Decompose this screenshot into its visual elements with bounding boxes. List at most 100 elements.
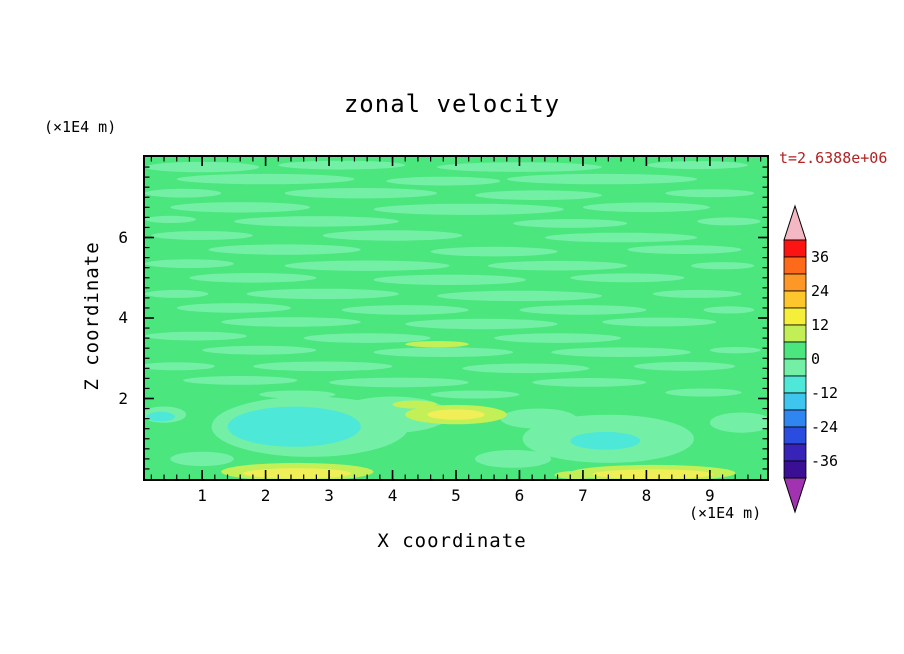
x-tick-label: 6 (514, 486, 525, 505)
contour-feature (437, 162, 602, 172)
contour-feature (532, 378, 647, 387)
contour-feature (145, 289, 209, 298)
contour-feature (373, 274, 526, 285)
contour-feature (475, 190, 602, 200)
axis-ticks (145, 157, 767, 479)
colorbar-segment (783, 426, 807, 445)
contour-field (145, 157, 767, 479)
colorbar-tick-label: 0 (811, 350, 821, 368)
colorbar-segment (783, 392, 807, 411)
contour-feature (494, 333, 622, 343)
contour-feature (176, 303, 291, 313)
x-axis-units-label: (×1E4 m) (689, 504, 762, 522)
contour-feature (170, 202, 310, 213)
contour-feature (303, 333, 431, 343)
contour-feature (208, 244, 361, 255)
contour-feature (554, 471, 599, 479)
contour-feature (709, 347, 761, 354)
contour-feature (341, 305, 469, 315)
contour-feature (475, 450, 552, 468)
contour-feature (145, 362, 215, 371)
contour-feature (437, 290, 602, 302)
contour-feature (284, 260, 450, 271)
contour-feature (570, 273, 685, 283)
contour-feature (170, 451, 234, 467)
y-tick-label: 4 (118, 308, 128, 327)
contour-feature (627, 245, 742, 254)
x-axis-title: X coordinate (377, 530, 527, 552)
colorbar-segment (783, 358, 807, 377)
colorbar-arrow-bottom (783, 477, 807, 514)
contour-feature (386, 176, 501, 186)
contour-feature (284, 188, 437, 199)
y-tick-label: 2 (118, 388, 128, 408)
contour-feature (570, 431, 641, 450)
contour-feature (145, 259, 234, 269)
y-axis-units-label: (×1E4 m) (44, 118, 117, 136)
contour-feature (189, 273, 317, 283)
contour-feature (652, 289, 742, 298)
x-tick-label: 5 (451, 486, 461, 505)
colorbar-tick-label: -36 (811, 452, 839, 470)
colorbar-segment (783, 460, 807, 479)
contour-feature (392, 400, 437, 409)
colorbar-segment (783, 324, 807, 343)
contour-feature (487, 260, 628, 271)
contour-feature (430, 246, 558, 257)
contour-feature (462, 363, 590, 374)
contour-feature (278, 160, 406, 170)
contour-feature (322, 230, 463, 241)
y-tick-label: 6 (118, 227, 128, 247)
time-annotation: t=2.6388e+06 (779, 149, 888, 167)
colorbar-segment (783, 341, 807, 360)
contour-feature (690, 262, 755, 270)
contour-feature (519, 305, 647, 315)
contour-feature (259, 390, 336, 399)
contour-feature (602, 317, 717, 327)
contour-feature (246, 288, 399, 300)
colorbar-tick-label: 24 (811, 282, 830, 300)
contour-feature (592, 469, 714, 479)
colorbar-segment (783, 375, 807, 394)
contour-feature (405, 318, 558, 330)
x-tick-label: 7 (578, 486, 588, 505)
contour-feature (145, 215, 196, 223)
contour-feature (329, 377, 469, 388)
contour-feature (703, 306, 755, 314)
contour-feature (665, 189, 755, 198)
colorbar-tick-label: -24 (811, 418, 839, 436)
contour-feature (646, 161, 748, 170)
contour-feature (183, 376, 298, 385)
contour-feature (709, 412, 767, 433)
plot-area (143, 155, 769, 481)
colorbar-segment (783, 443, 807, 462)
x-tick-label: 3 (324, 486, 334, 505)
contour-feature (227, 406, 361, 447)
contour-feature (513, 219, 628, 228)
contour-feature (506, 173, 698, 185)
contour-feature (221, 317, 361, 327)
contour-feature (665, 388, 742, 397)
x-tick-label: 8 (641, 486, 652, 505)
colorbar-tick-label: 36 (811, 248, 830, 266)
contour-feature (551, 347, 691, 357)
colorbar-segment (783, 273, 807, 292)
colorbar-segment (783, 409, 807, 428)
contour-feature (145, 161, 260, 173)
colorbar-segment (783, 256, 807, 275)
contour-feature (373, 203, 564, 215)
contour-feature (544, 232, 698, 243)
colorbar-arrow-top (783, 204, 807, 241)
contour-feature (176, 173, 355, 185)
colorbar-tick-label: -12 (811, 384, 839, 402)
contour-feature (633, 361, 736, 371)
contour-feature (430, 390, 520, 399)
contour-feature (500, 408, 577, 429)
colorbar-tick-label: 12 (811, 316, 830, 334)
plot-title: zonal velocity (343, 90, 561, 118)
contour-feature (252, 361, 393, 372)
contour-feature (697, 217, 761, 226)
contour-feature (202, 345, 317, 355)
x-tick-label: 1 (197, 486, 207, 505)
